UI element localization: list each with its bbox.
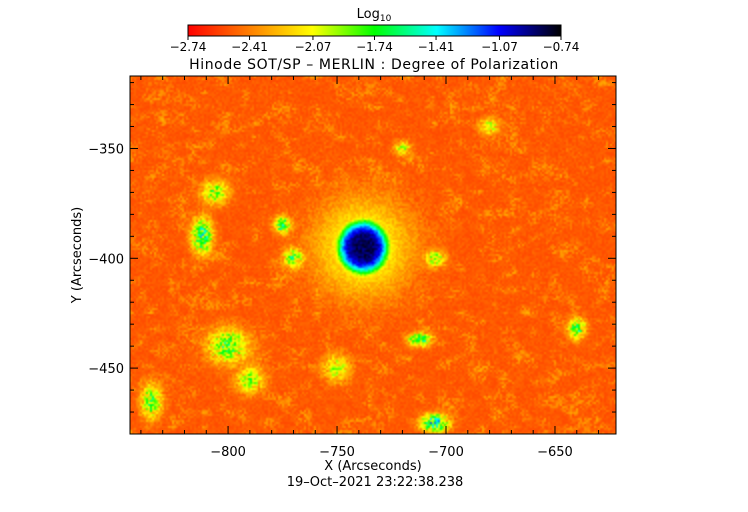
heatmap-image [130, 76, 616, 434]
heatmap-area [130, 76, 616, 434]
colorbar-tick-label: −1.74 [356, 40, 393, 54]
plot-frame [129, 75, 617, 435]
chart-title: Hinode SOT/SP – MERLIN : Degree of Polar… [189, 57, 559, 73]
x-tick-label: −700 [428, 445, 464, 460]
colorbar-tick-label: −1.41 [418, 40, 455, 54]
y-tick-label: −450 [88, 362, 124, 377]
colorbar-gradient [187, 24, 562, 37]
x-axis: −800 −750 −700 −650 [140, 76, 600, 460]
colorbar-label-subscript: 10 [380, 14, 392, 24]
x-tick-label: −650 [537, 445, 573, 460]
x-axis-label: X (Arcseconds) [324, 459, 421, 474]
y-tick-label: −350 [88, 142, 124, 157]
x-tick-label: −800 [210, 445, 246, 460]
colorbar-tick-label: −0.74 [543, 40, 580, 54]
colorbar-tick-label: −2.74 [170, 40, 207, 54]
colorbar-label: Log10 [357, 7, 392, 24]
colorbar-ticks: −2.74 −2.41 −2.07 −1.74 −1.41 −1.07 −0.74 [170, 36, 580, 54]
x-tick-label: −750 [319, 445, 355, 460]
colorbar-tick-label: −2.07 [295, 40, 332, 54]
colorbar-label-main: Log [357, 7, 380, 22]
timestamp-footer: 19–Oct–2021 23:22:38.238 [287, 475, 464, 490]
y-tick-label: −400 [88, 252, 124, 267]
y-axis-label: Y (Arcseconds) [70, 207, 85, 304]
colorbar-tick-label: −1.07 [481, 40, 518, 54]
colorbar: Log10 −2.74 −2.41 −2.07 −1.74 −1.41 −1.07 −0.7… [170, 7, 580, 54]
y-axis: −350 −400 −450 [88, 82, 616, 435]
colorbar-tick-label: −2.41 [231, 40, 268, 54]
